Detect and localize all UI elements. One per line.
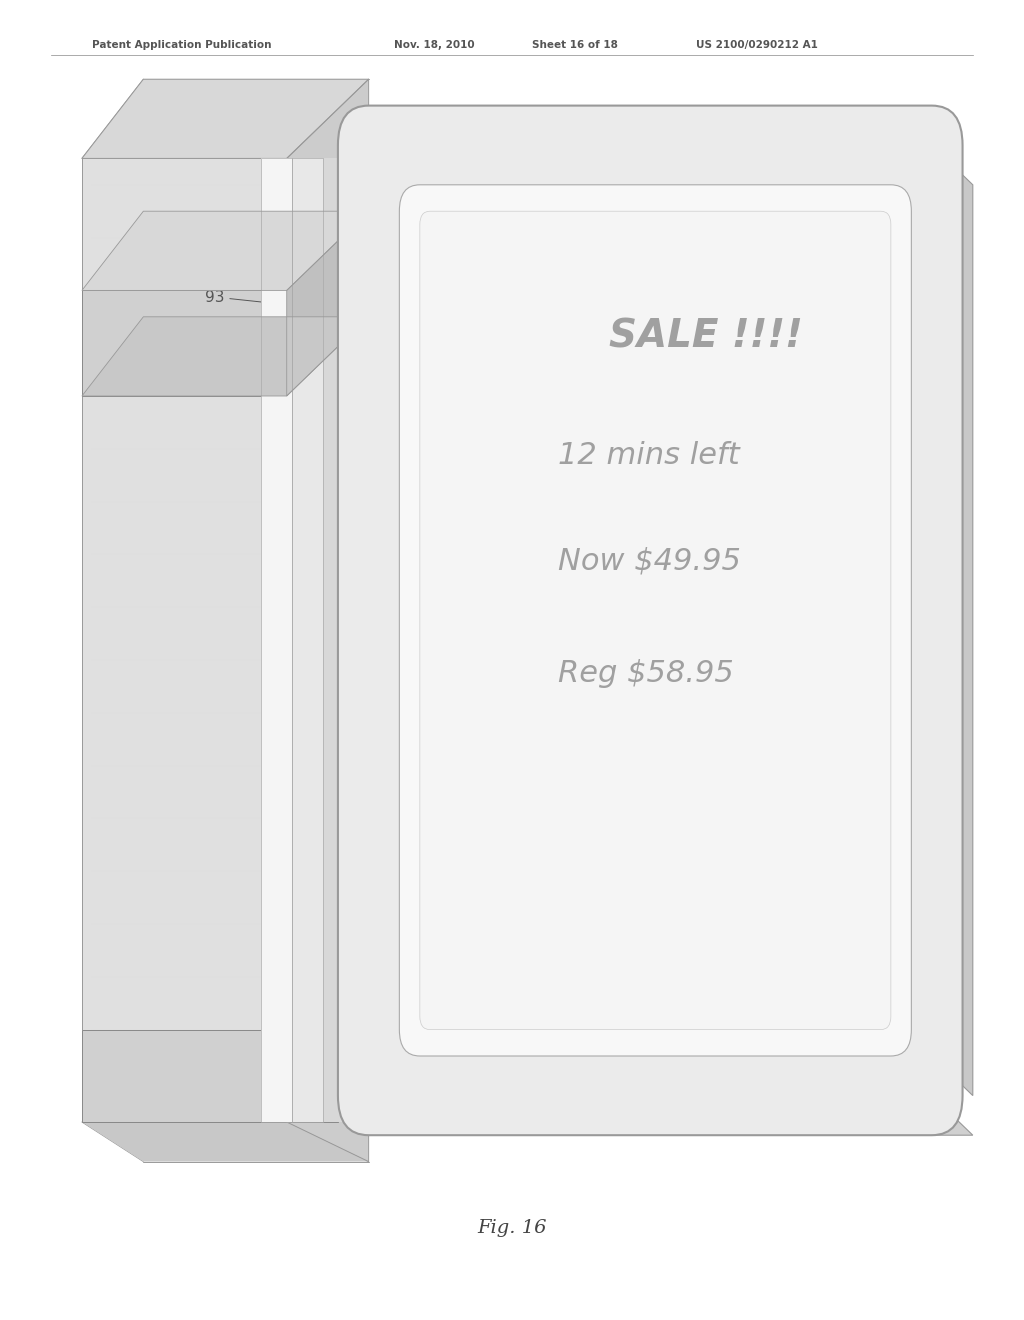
- Text: 91: 91: [560, 180, 608, 203]
- Polygon shape: [82, 1122, 369, 1162]
- Polygon shape: [82, 290, 287, 396]
- Text: Patent Application Publication: Patent Application Publication: [92, 40, 271, 50]
- Polygon shape: [82, 79, 369, 158]
- FancyBboxPatch shape: [420, 211, 891, 1030]
- Text: 90: 90: [430, 193, 450, 215]
- Polygon shape: [261, 158, 292, 1122]
- Text: Reg $58.95: Reg $58.95: [558, 659, 734, 688]
- Polygon shape: [389, 1096, 973, 1135]
- Polygon shape: [82, 1030, 338, 1122]
- Polygon shape: [82, 211, 369, 290]
- FancyBboxPatch shape: [399, 185, 911, 1056]
- Text: US 2100/0290212 A1: US 2100/0290212 A1: [696, 40, 818, 50]
- Text: 12 mins left: 12 mins left: [558, 441, 739, 470]
- Text: SALE !!!!: SALE !!!!: [609, 318, 803, 355]
- Text: 93: 93: [205, 289, 273, 305]
- Polygon shape: [82, 158, 287, 1122]
- Text: Now $49.95: Now $49.95: [558, 546, 741, 576]
- Polygon shape: [287, 211, 369, 396]
- Polygon shape: [82, 317, 369, 396]
- Text: Nov. 18, 2010: Nov. 18, 2010: [394, 40, 475, 50]
- Polygon shape: [292, 158, 323, 1122]
- Polygon shape: [932, 145, 973, 1096]
- Polygon shape: [323, 158, 343, 1122]
- Text: Fig. 16: Fig. 16: [477, 1218, 547, 1237]
- Text: Sheet 16 of 18: Sheet 16 of 18: [532, 40, 618, 50]
- Polygon shape: [287, 79, 369, 1162]
- FancyBboxPatch shape: [338, 106, 963, 1135]
